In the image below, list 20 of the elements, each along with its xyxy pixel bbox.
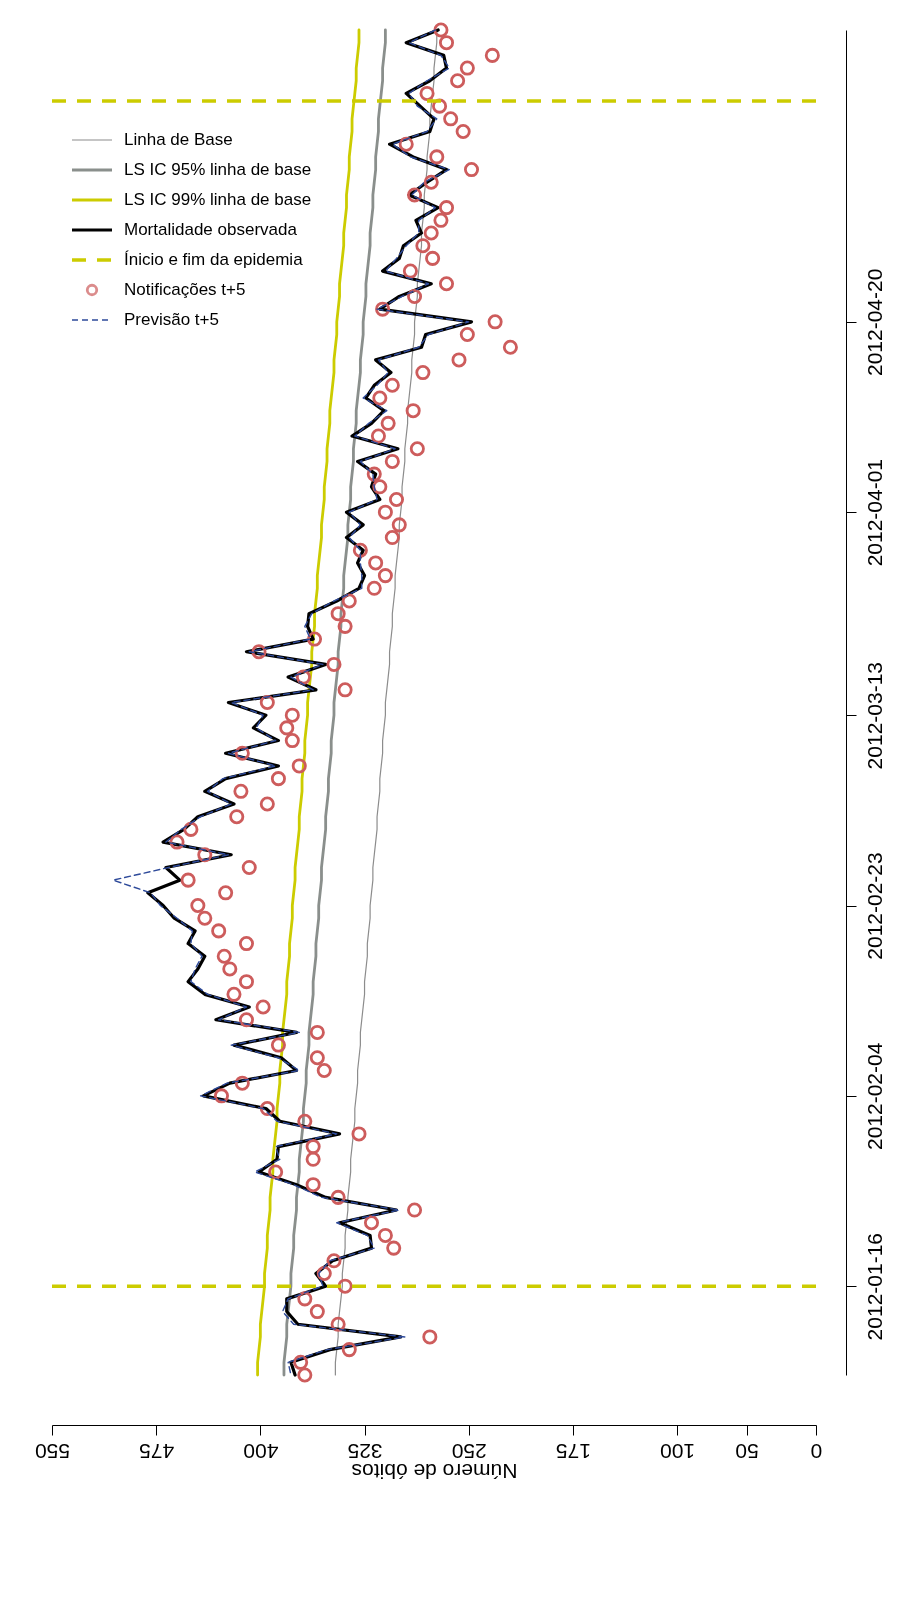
- legend-label: LS IC 95% linha de base: [124, 160, 312, 179]
- legend-label: Mortalidade observada: [124, 220, 298, 239]
- y-tick-label: 2012-02-04: [862, 1042, 886, 1151]
- x-tick-label: 50: [735, 1439, 759, 1463]
- y-tick-label: 2012-03-13: [862, 661, 886, 770]
- y-tick-label: 2012-04-20: [862, 268, 886, 377]
- x-tick-label: 0: [810, 1439, 823, 1463]
- legend-label: Notificações t+5: [124, 280, 246, 299]
- legend-label: LS IC 99% linha de base: [124, 190, 312, 209]
- x-tick-label: 175: [555, 1439, 591, 1463]
- y-tick-label: 2012-04-01: [862, 458, 886, 567]
- legend-label: Ínicio e fim da epidemia: [124, 250, 304, 269]
- legend-label: Previsão t+5: [124, 310, 219, 329]
- x-tick-label: 475: [139, 1439, 175, 1463]
- legend-label: Linha de Base: [124, 130, 233, 149]
- y-tick-label: 2012-01-16: [862, 1232, 886, 1341]
- y-tick-label: 2012-02-23: [862, 852, 886, 960]
- x-tick-label: 100: [660, 1439, 696, 1463]
- x-tick-label: 400: [243, 1439, 279, 1463]
- x-tick-label: 550: [34, 1439, 71, 1463]
